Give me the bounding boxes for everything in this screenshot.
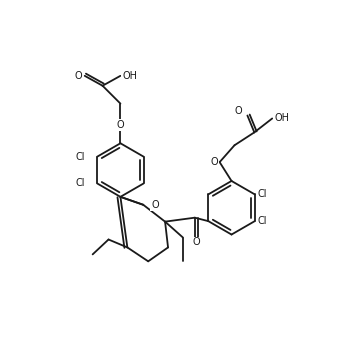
Text: O: O xyxy=(210,157,218,167)
Text: O: O xyxy=(117,120,124,130)
Text: OH: OH xyxy=(274,114,289,124)
Text: O: O xyxy=(151,200,159,210)
Text: OH: OH xyxy=(122,71,137,81)
Text: O: O xyxy=(235,105,243,115)
Text: Cl: Cl xyxy=(76,179,85,189)
Text: O: O xyxy=(193,237,201,247)
Text: O: O xyxy=(74,71,82,81)
Text: Cl: Cl xyxy=(258,216,267,226)
Text: Cl: Cl xyxy=(258,189,267,200)
Text: Cl: Cl xyxy=(76,152,85,162)
